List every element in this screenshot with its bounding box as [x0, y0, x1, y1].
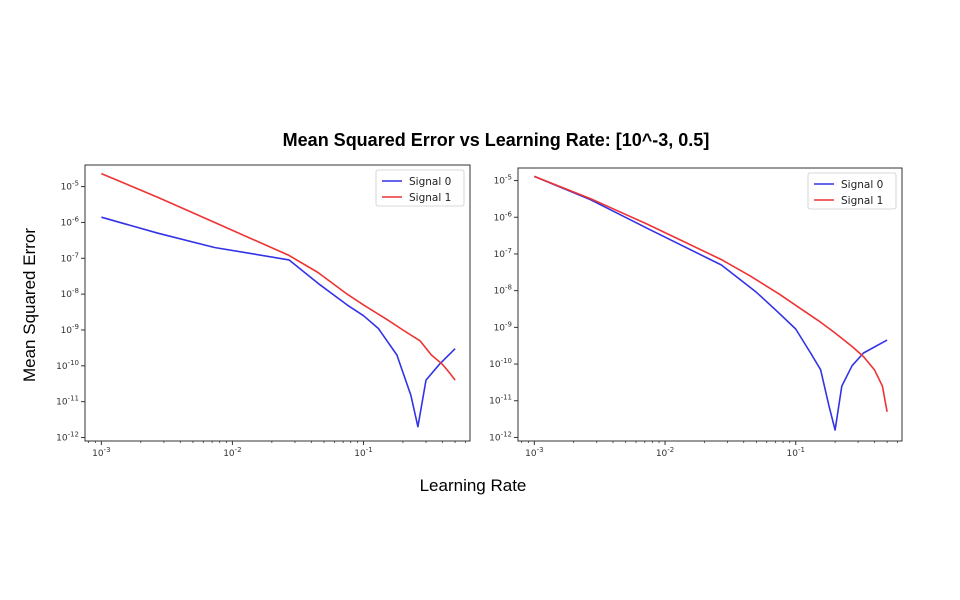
right-y-tick-label: 10-11: [489, 394, 512, 407]
right-y-tick-label: 10-8: [494, 284, 512, 297]
left-legend-label: Signal 1: [409, 192, 451, 204]
left-y-tick-label: 10-12: [56, 431, 79, 444]
right-y-tick-label: 10-7: [494, 247, 512, 260]
left-y-tick-label: 10-5: [61, 180, 79, 193]
right-y-tick-label: 10-12: [489, 430, 512, 443]
x-axis-label: Learning Rate: [419, 476, 527, 495]
figure-title: Mean Squared Error vs Learning Rate: [10…: [282, 130, 710, 150]
right-legend-label: Signal 0: [841, 179, 883, 191]
left-x-tick-label: 10-2: [223, 446, 241, 459]
left-x-tick-label: 10-1: [354, 446, 372, 459]
left-y-tick-label: 10-11: [56, 395, 79, 408]
left-legend-label: Signal 0: [409, 176, 451, 188]
left-y-tick-label: 10-6: [61, 215, 80, 228]
right-y-tick-label: 10-5: [494, 174, 512, 187]
right-series-signal-0-line: [533, 175, 888, 431]
left-series-signal-0-line: [101, 216, 456, 428]
left-y-tick-label: 10-9: [61, 323, 79, 336]
right-y-tick-label: 10-6: [494, 210, 513, 223]
left-y-tick-label: 10-8: [61, 287, 79, 300]
right-legend-label: Signal 1: [841, 195, 883, 207]
left-plot-frame: [84, 164, 471, 442]
right-y-tick-label: 10-9: [494, 320, 512, 333]
left-x-tick-label: 10-3: [92, 446, 110, 459]
left-legend: Signal 0 Signal 1: [375, 169, 465, 207]
right-plot-frame: [517, 167, 903, 442]
right-x-tick-label: 10-1: [787, 446, 805, 459]
left-y-tick-label: 10-10: [56, 359, 79, 372]
left-series-signal-1-line: [101, 172, 456, 381]
right-x-tick-label: 10-3: [525, 446, 543, 459]
right-series-signal-1-line: [534, 175, 888, 412]
left-y-tick-label: 10-7: [61, 251, 79, 264]
right-y-tick-label: 10-10: [489, 357, 512, 370]
right-legend: Signal 0 Signal 1: [807, 172, 897, 210]
right-x-tick-label: 10-2: [656, 446, 674, 459]
